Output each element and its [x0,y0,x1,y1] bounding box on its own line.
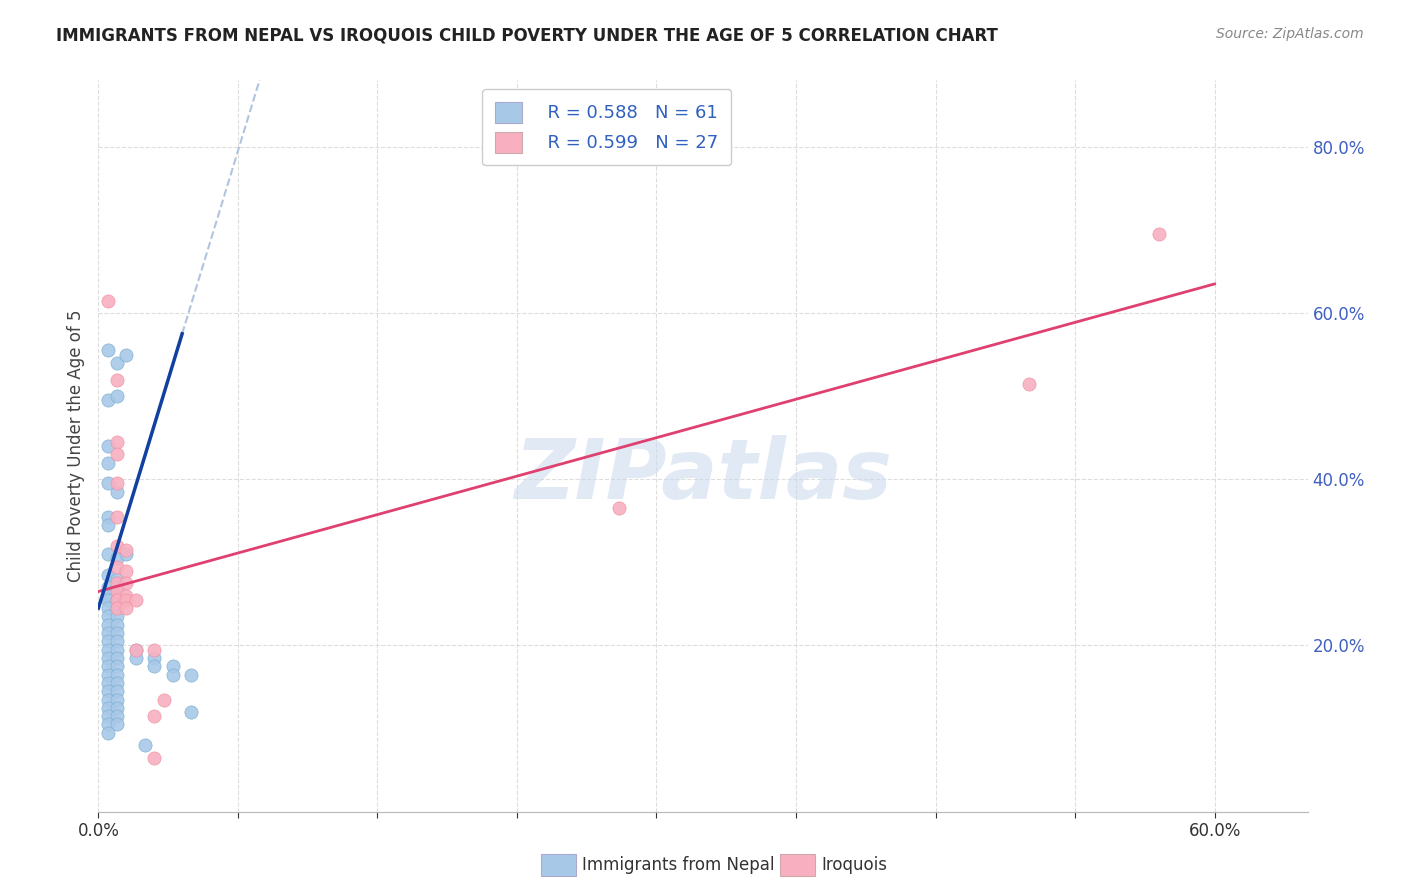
Point [97,709,120,723]
Point [97,651,120,665]
Point [97,659,120,673]
Point [97,343,120,358]
Point [180,705,202,719]
Point [124,651,146,665]
Point [105,651,128,665]
Point [115,347,138,362]
Point [105,580,128,594]
Point [97,717,120,731]
Point [97,456,120,470]
Point [97,634,120,648]
Point [143,709,166,723]
Point [97,293,120,308]
Point [97,589,120,603]
Point [105,659,128,673]
Point [115,547,138,561]
Point [105,539,128,553]
Point [105,476,128,491]
Point [105,626,128,640]
Point [97,601,120,615]
Point [115,592,138,607]
Point [105,717,128,731]
Point [97,509,120,524]
Point [105,617,128,632]
Point [105,601,128,615]
Point [105,692,128,706]
Point [115,589,138,603]
Point [105,684,128,698]
Point [105,576,128,591]
Point [97,518,120,533]
Point [97,592,120,607]
Point [162,659,184,673]
Point [105,709,128,723]
Point [115,601,138,615]
Text: Immigrants from Nepal: Immigrants from Nepal [582,856,775,874]
Point [1018,376,1040,391]
Point [97,701,120,715]
Point [152,692,174,706]
Point [97,580,120,594]
Point [97,667,120,681]
Point [97,692,120,706]
Text: Iroquois: Iroquois [821,856,887,874]
Point [105,601,128,615]
Point [97,609,120,624]
Point [97,684,120,698]
Point [105,592,128,607]
Point [97,547,120,561]
Point [105,559,128,574]
Point [105,389,128,403]
Point [97,439,120,453]
Point [105,356,128,370]
Point [97,567,120,582]
Point [143,642,166,657]
Point [180,667,202,681]
Text: Source: ZipAtlas.com: Source: ZipAtlas.com [1216,27,1364,41]
Point [115,542,138,557]
Point [105,509,128,524]
Point [105,551,128,566]
Point [105,701,128,715]
Point [1147,227,1170,241]
Point [105,634,128,648]
Point [105,676,128,690]
Point [105,484,128,499]
Point [124,642,146,657]
Point [97,476,120,491]
Text: IMMIGRANTS FROM NEPAL VS IROQUOIS CHILD POVERTY UNDER THE AGE OF 5 CORRELATION C: IMMIGRANTS FROM NEPAL VS IROQUOIS CHILD … [56,27,998,45]
Point [97,676,120,690]
Point [134,738,156,752]
Point [124,592,146,607]
Text: ZIPatlas: ZIPatlas [515,434,891,516]
Point [115,564,138,578]
Point [105,609,128,624]
Point [97,393,120,408]
Point [97,617,120,632]
Legend:   R = 0.588   N = 61,   R = 0.599   N = 27: R = 0.588 N = 61, R = 0.599 N = 27 [482,89,731,165]
Point [97,626,120,640]
Point [105,372,128,386]
Point [115,576,138,591]
Point [162,667,184,681]
Point [143,659,166,673]
Point [607,501,630,516]
Point [143,651,166,665]
Point [143,750,166,764]
Point [105,592,128,607]
Y-axis label: Child Poverty Under the Age of 5: Child Poverty Under the Age of 5 [66,310,84,582]
Point [105,434,128,449]
Point [97,642,120,657]
Point [105,572,128,586]
Point [97,725,120,739]
Point [105,447,128,461]
Point [105,584,128,599]
Point [124,642,146,657]
Point [105,667,128,681]
Point [105,642,128,657]
